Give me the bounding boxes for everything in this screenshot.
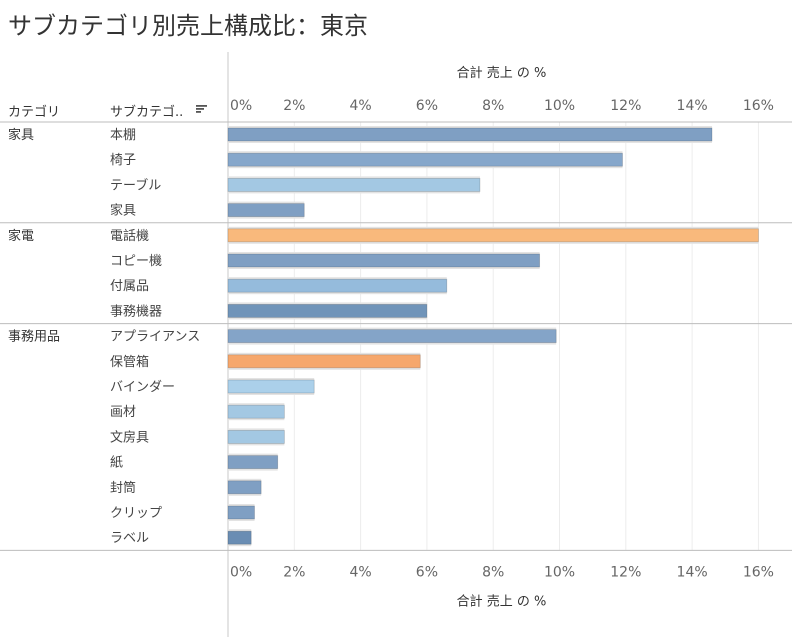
- top-tick-label: 10%: [544, 98, 575, 114]
- column-header-category: カテゴリ: [8, 104, 60, 120]
- bottom-tick-label: 14%: [677, 564, 708, 580]
- category-label: 家電: [8, 228, 34, 244]
- sort-descending-icon[interactable]: [196, 105, 207, 113]
- subcategory-label: 保管箱: [110, 354, 149, 370]
- subcategory-label: 事務機器: [110, 304, 162, 319]
- bar[interactable]: [227, 429, 285, 444]
- subcategory-label: 電話機: [110, 228, 149, 244]
- subcategory-label: ラベル: [110, 531, 149, 546]
- bottom-axis-title: 合計 売上 の %: [457, 593, 547, 609]
- bar[interactable]: [227, 455, 279, 470]
- top-axis-title: 合計 売上 の %: [457, 65, 547, 81]
- bottom-tick-label: 10%: [544, 564, 575, 580]
- bar[interactable]: [227, 379, 315, 394]
- bottom-tick-label: 6%: [416, 564, 438, 580]
- top-tick-label: 14%: [677, 98, 708, 114]
- subcategory-label: 付属品: [110, 279, 149, 294]
- top-tick-label: 16%: [743, 98, 774, 114]
- subcategory-label: 画材: [110, 405, 136, 420]
- bottom-tick-label: 0%: [230, 564, 252, 580]
- top-tick-label: 6%: [416, 98, 438, 114]
- subcategory-label: 家具: [110, 203, 136, 219]
- subcategory-label: 椅子: [110, 153, 136, 168]
- category-label: 事務用品: [8, 330, 60, 345]
- bar[interactable]: [227, 253, 541, 268]
- subcategory-label: アプライアンス: [110, 330, 200, 345]
- bar[interactable]: [227, 278, 448, 293]
- bottom-tick-label: 8%: [482, 564, 504, 580]
- column-header-subcategory: サブカテゴ..: [110, 104, 183, 120]
- bottom-tick-label: 4%: [349, 564, 371, 580]
- bar[interactable]: [227, 127, 713, 142]
- bottom-tick-label: 12%: [610, 564, 641, 580]
- bar[interactable]: [227, 354, 421, 369]
- subcategory-label: 文房具: [110, 429, 149, 445]
- top-tick-label: 0%: [230, 98, 252, 114]
- bar[interactable]: [227, 329, 557, 344]
- subcategory-label: 封筒: [110, 480, 136, 496]
- bar[interactable]: [227, 203, 305, 218]
- page-title: サブカテゴリ別売上構成比：東京: [8, 12, 368, 40]
- bar[interactable]: [227, 530, 252, 545]
- bar[interactable]: [227, 404, 285, 419]
- bottom-tick-label: 16%: [743, 564, 774, 580]
- bar[interactable]: [227, 303, 428, 318]
- top-tick-label: 8%: [482, 98, 504, 114]
- subcategory-label: コピー機: [110, 254, 162, 269]
- bar[interactable]: [227, 177, 481, 192]
- top-tick-label: 4%: [349, 98, 371, 114]
- category-label: 家具: [8, 127, 34, 143]
- subcategory-label: バインダー: [110, 380, 175, 395]
- bar[interactable]: [227, 480, 262, 495]
- bottom-tick-label: 2%: [283, 564, 305, 580]
- bar[interactable]: [227, 505, 255, 520]
- top-tick-label: 12%: [610, 98, 641, 114]
- bar[interactable]: [227, 228, 759, 243]
- top-tick-label: 2%: [283, 98, 305, 114]
- bar[interactable]: [227, 152, 623, 167]
- subcategory-label: テーブル: [110, 177, 161, 193]
- subcategory-label: 紙: [110, 456, 123, 471]
- subcategory-label: 本棚: [110, 128, 136, 143]
- subcategory-label: クリップ: [110, 506, 162, 521]
